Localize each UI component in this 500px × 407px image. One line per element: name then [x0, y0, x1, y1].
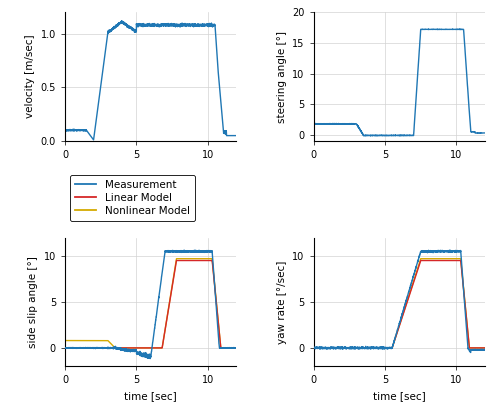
- Y-axis label: velocity [m/sec]: velocity [m/sec]: [25, 35, 35, 118]
- X-axis label: time [sec]: time [sec]: [124, 391, 177, 401]
- Y-axis label: yaw rate [°/sec]: yaw rate [°/sec]: [276, 260, 286, 344]
- Legend: Measurement, Linear Model, Nonlinear Model: Measurement, Linear Model, Nonlinear Mod…: [70, 175, 195, 221]
- Y-axis label: side slip angle [°]: side slip angle [°]: [28, 256, 38, 348]
- Y-axis label: steering angle [°]: steering angle [°]: [276, 31, 286, 123]
- X-axis label: time [sec]: time [sec]: [373, 391, 426, 401]
